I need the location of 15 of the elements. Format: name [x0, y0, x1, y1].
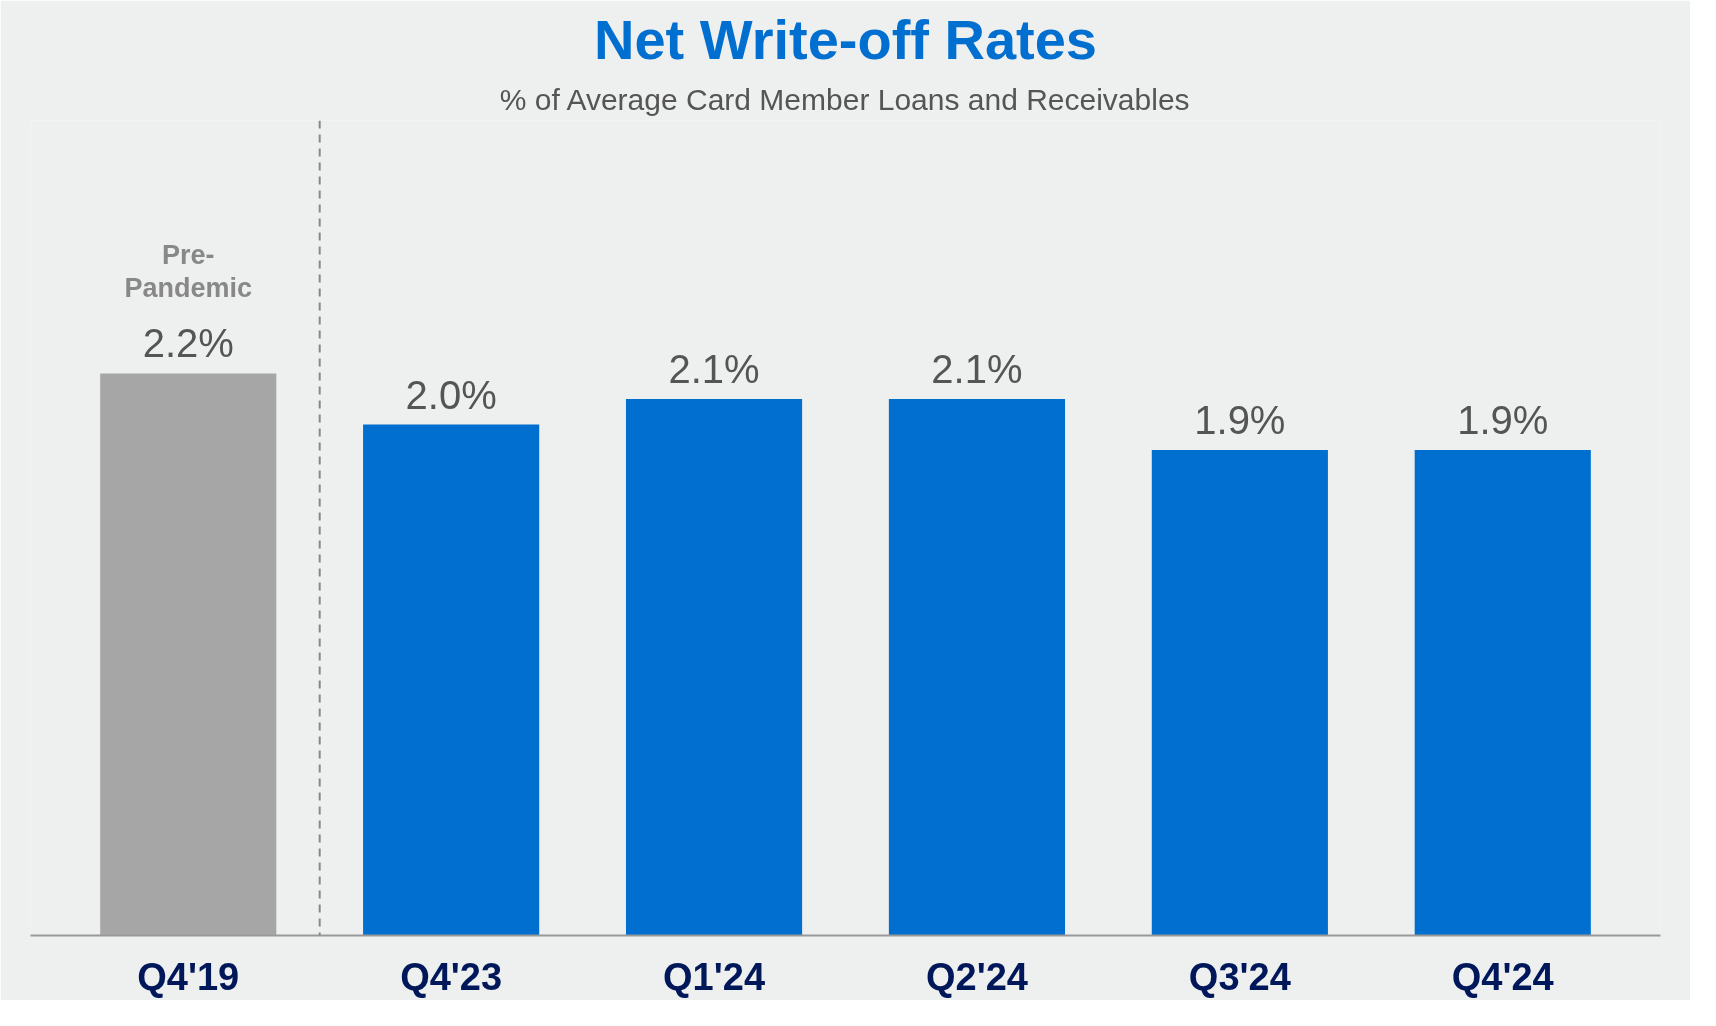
chart-title: Net Write-off Rates [593, 7, 1098, 71]
data-label: 2.0% [405, 372, 497, 417]
x-tick-label: Q4'23 [400, 955, 503, 998]
x-tick-label: Q1'24 [663, 955, 766, 998]
text: Pre- Pandemic [124, 240, 253, 304]
x-tick-label: Q3'24 [1188, 955, 1291, 998]
data-label: 2.2% [142, 321, 234, 366]
data-label: 2.1% [931, 346, 1023, 391]
data-label: 1.9% [1194, 398, 1286, 443]
chart-subtitle: % of Average Card Member Loans and Receivables [499, 82, 1190, 116]
data-label: 1.9% [1457, 398, 1549, 443]
data-label: 2.1% [668, 346, 760, 391]
x-tick-label: Q2'24 [925, 955, 1028, 998]
x-tick-label: Q4'19 [137, 955, 240, 998]
x-tick-label: Q4'24 [1451, 955, 1554, 998]
